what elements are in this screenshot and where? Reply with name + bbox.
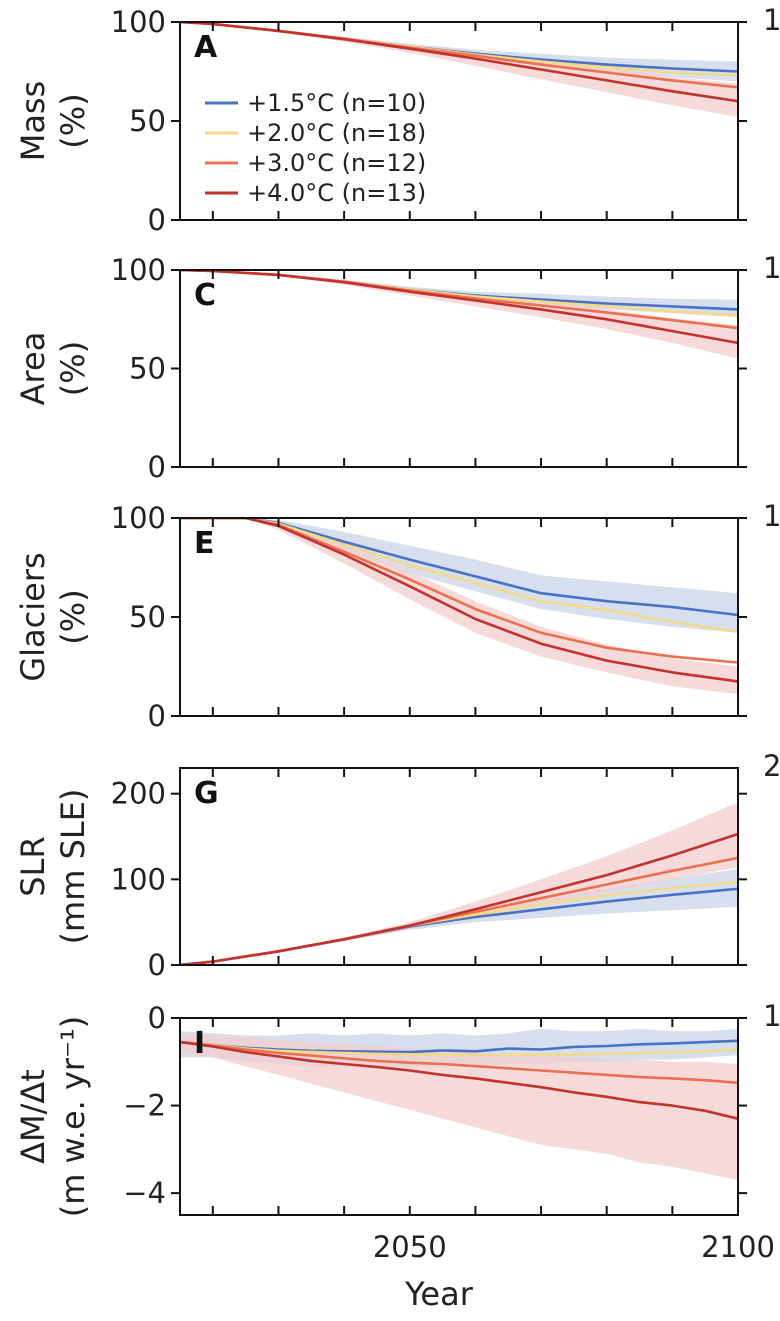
legend-entry: +2.0°C (n=18) <box>247 119 426 147</box>
cut-off-tick-label: 1 <box>763 3 780 37</box>
y-axis-label: (%) <box>54 589 92 644</box>
y-axis-label: (m w.e. yr⁻¹) <box>54 1016 92 1218</box>
series-line-3p0 <box>180 22 738 89</box>
cut-off-tick-label: 1 <box>763 999 780 1033</box>
y-tick-label: 0 <box>148 948 166 982</box>
legend-entry: +3.0°C (n=12) <box>247 149 426 177</box>
panel-letter: I <box>194 1026 205 1061</box>
legend-entry: +1.5°C (n=10) <box>247 89 426 117</box>
y-tick-label: 50 <box>129 352 166 386</box>
cut-off-tick-label: 1 <box>763 251 780 285</box>
y-axis-label: SLR <box>14 836 52 896</box>
y-tick-label: 100 <box>111 5 166 39</box>
uncertainty-band-4p0 <box>180 270 738 359</box>
plot-area <box>180 518 738 695</box>
y-axis-label: Glaciers <box>14 552 52 681</box>
plot-area <box>180 1028 738 1180</box>
series-line-4p0 <box>180 270 738 345</box>
uncertainty-band-4p0 <box>180 518 738 695</box>
series-line-2p0 <box>180 518 738 634</box>
series-line-3p0 <box>180 1040 738 1085</box>
uncertainty-band-4p0 <box>180 802 738 965</box>
panel-letter: E <box>194 526 215 561</box>
axes-frame <box>179 1017 739 1216</box>
y-tick-label: −2 <box>123 1089 166 1123</box>
cut-off-tick-label: 1 <box>763 499 780 533</box>
x-tick-label: 2100 <box>701 1230 775 1264</box>
y-tick-label: 0 <box>148 1001 166 1035</box>
y-axis-label: Mass <box>14 81 52 162</box>
panel-G: 0 100 200 G SLR (mm SLE) 2 <box>14 749 780 982</box>
panel-E: 0 50 100 E Glaciers (%) 1 <box>14 499 780 733</box>
series-line-4p0 <box>180 22 738 103</box>
y-tick-label: 200 <box>111 777 166 811</box>
y-tick-label: 50 <box>129 104 166 138</box>
y-axis-label: (%) <box>54 93 92 148</box>
y-tick-label: 0 <box>148 203 166 237</box>
cut-off-tick-label: 2 <box>763 749 780 783</box>
y-tick-label: 50 <box>129 600 166 634</box>
plot-area <box>180 802 738 965</box>
series-line-4p0 <box>180 832 738 965</box>
panel-letter: G <box>194 776 219 811</box>
legend-entry: +4.0°C (n=13) <box>247 179 426 207</box>
panel-I: −4 −2 0I ΔM/Δt (m w.e. yr⁻¹) 1 <box>14 999 780 1217</box>
y-tick-label: 100 <box>111 862 166 896</box>
plot-area <box>180 270 738 359</box>
plot-area <box>180 22 738 117</box>
x-axis-label: Year <box>404 1275 474 1313</box>
y-axis-label: (mm SLE) <box>54 789 92 945</box>
series-line-4p0 <box>180 1040 738 1120</box>
y-tick-label: 0 <box>148 699 166 733</box>
y-tick-label: −4 <box>123 1176 166 1210</box>
y-tick-label: 100 <box>111 501 166 535</box>
panel-C: 0 50 100 C Area (%) 1 <box>14 251 780 484</box>
y-tick-label: 100 <box>111 253 166 287</box>
y-axis-label: Area <box>14 332 52 406</box>
panel-A: 0 50 100 A Mass (%) 1 <box>14 3 780 237</box>
legend: +1.5°C (n=10)+2.0°C (n=18)+3.0°C (n=12)+… <box>205 89 426 207</box>
x-tick-label: 2050 <box>373 1230 447 1264</box>
axes-frame <box>179 767 739 966</box>
y-axis-label: (%) <box>54 341 92 396</box>
series-line-2p0 <box>180 1040 738 1057</box>
uncertainty-band-1p5 <box>180 518 738 633</box>
series-line-4p0 <box>180 518 738 683</box>
panel-letter: A <box>194 30 218 65</box>
y-axis-label: ΔM/Δt <box>14 1069 52 1164</box>
y-tick-label: 0 <box>148 450 166 484</box>
uncertainty-band-4p0 <box>180 1033 738 1180</box>
panel-letter: C <box>194 278 216 313</box>
series-line-3p0 <box>180 518 738 664</box>
series-line-1p5 <box>180 518 738 617</box>
